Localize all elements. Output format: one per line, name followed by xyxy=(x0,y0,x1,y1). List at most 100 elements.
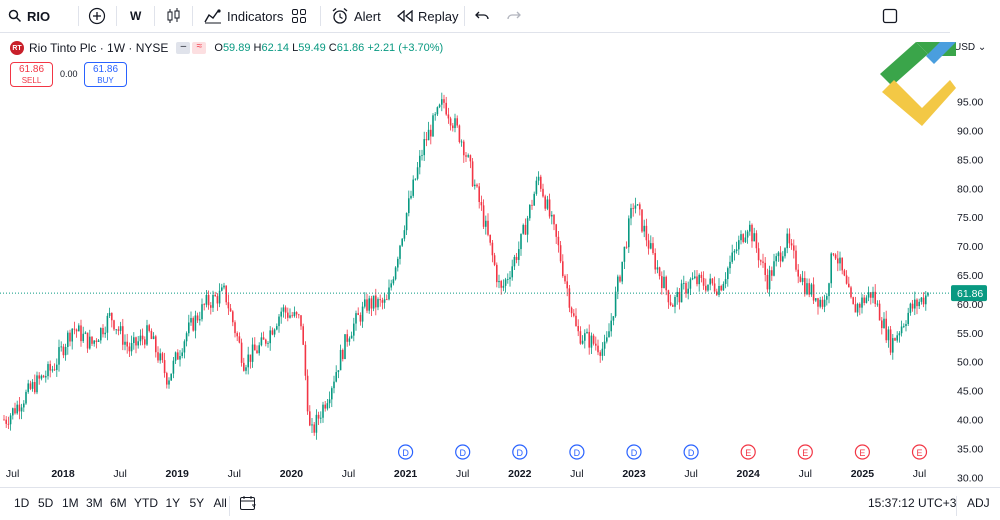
range-all[interactable]: All xyxy=(213,496,227,510)
earnings-marker[interactable]: E xyxy=(797,444,813,460)
candle-body xyxy=(353,323,355,336)
candle-body xyxy=(859,303,861,308)
candle-body xyxy=(740,234,742,241)
dividend-marker[interactable]: D xyxy=(512,444,528,460)
candle-body xyxy=(711,278,714,284)
range-1y[interactable]: 1Y xyxy=(165,496,181,510)
alert-button[interactable]: Alert xyxy=(331,0,381,32)
candle-body xyxy=(652,243,654,254)
candle-body xyxy=(762,261,764,263)
candle-body xyxy=(797,269,799,277)
symbol-search[interactable]: RIO xyxy=(8,0,50,32)
candle-body xyxy=(900,326,903,334)
dividend-marker[interactable]: D xyxy=(455,444,471,460)
candle-body xyxy=(771,270,773,276)
candle-body xyxy=(238,336,241,343)
candle-body xyxy=(498,280,500,283)
range-6m[interactable]: 6M xyxy=(110,496,127,510)
range-3m[interactable]: 3M xyxy=(86,496,103,510)
legend-toggle-compare[interactable]: ≈ xyxy=(192,42,207,54)
candle-body xyxy=(179,356,181,360)
candle-body xyxy=(157,352,159,361)
candle-body xyxy=(82,333,84,342)
change-value: +2.21 (+3.70%) xyxy=(367,42,444,54)
price-tick-label: 60.00 xyxy=(957,299,983,311)
candle-body xyxy=(861,297,863,308)
candle-body xyxy=(562,261,564,276)
sell-button[interactable]: 61.86 SELL xyxy=(10,62,53,87)
redo-button[interactable] xyxy=(506,0,522,32)
interval-button[interactable]: W xyxy=(130,9,142,23)
candle-body xyxy=(47,364,49,377)
sell-label: SELL xyxy=(21,76,42,85)
dividend-marker[interactable]: D xyxy=(398,444,414,460)
price-tick-label: 95.00 xyxy=(957,97,983,109)
candle-body xyxy=(779,252,782,262)
dividend-marker[interactable]: D xyxy=(626,444,642,460)
candle-body xyxy=(476,184,478,187)
undo-button[interactable] xyxy=(474,0,490,32)
price-tick-label: 90.00 xyxy=(957,126,983,138)
chart-type-button[interactable] xyxy=(166,0,182,32)
fullscreen-button[interactable] xyxy=(882,0,898,32)
candle-body xyxy=(537,176,540,181)
range-1d[interactable]: 1D xyxy=(14,496,30,510)
candle-body xyxy=(203,304,205,306)
candle-body xyxy=(478,186,480,203)
candle-body xyxy=(485,220,487,227)
candle-body xyxy=(586,331,588,334)
goto-date-button[interactable] xyxy=(239,495,257,516)
marker-label: D xyxy=(631,448,638,458)
candle-body xyxy=(845,275,848,284)
range-ytd[interactable]: YTD xyxy=(134,496,158,510)
candle-body xyxy=(141,335,144,340)
candle-body xyxy=(892,338,894,353)
candle-body xyxy=(225,285,227,303)
time-tick-label: 2025 xyxy=(851,468,875,480)
marker-circle xyxy=(683,444,699,460)
earnings-marker[interactable]: E xyxy=(911,444,928,460)
candle-body xyxy=(95,340,98,342)
earnings-marker[interactable]: E xyxy=(854,444,871,460)
buy-button[interactable]: 61.86 BUY xyxy=(84,62,127,87)
clock-label[interactable]: 15:37:12 UTC+3 xyxy=(868,496,957,510)
replay-button[interactable]: Replay xyxy=(397,0,458,32)
candle-body xyxy=(691,278,694,280)
candle-body xyxy=(491,242,494,256)
legend-toggle-hide[interactable]: – xyxy=(176,42,191,54)
candle-body xyxy=(698,274,700,285)
time-tick-label: Jul xyxy=(456,468,469,480)
candle-body xyxy=(119,326,122,331)
earnings-marker[interactable]: E xyxy=(740,444,756,460)
candle-body xyxy=(823,299,826,307)
adjust-toggle[interactable]: ADJ xyxy=(967,496,990,510)
candle-body xyxy=(258,345,260,354)
candle-body xyxy=(25,391,27,404)
range-5d[interactable]: 5D xyxy=(38,496,54,510)
range-1m[interactable]: 1M xyxy=(62,496,79,510)
bottom-toolbar: 1D 5D 1M 3M 6M YTD 1Y 5Y All 15:37:12 UTC+3 ADJ xyxy=(0,487,1000,520)
range-5y[interactable]: 5Y xyxy=(189,496,205,510)
candle-body xyxy=(256,350,258,354)
time-tick-label: 2022 xyxy=(508,468,532,480)
candle-body xyxy=(601,348,604,356)
divider xyxy=(154,6,155,26)
indicators-button[interactable]: Indicators xyxy=(204,0,283,32)
candle-body xyxy=(135,337,137,346)
currency-selector[interactable]: USD ⌄ xyxy=(954,42,986,53)
dividend-marker[interactable]: D xyxy=(569,444,585,460)
candle-body xyxy=(766,274,769,290)
candle-body xyxy=(234,322,236,334)
candle-body xyxy=(320,417,322,419)
price-chart[interactable]: 30.00 35.00 40.00 45.00 50.00 55.00 60.00 65.00… xyxy=(0,32,1000,487)
dividend-marker[interactable]: D xyxy=(683,444,699,460)
symbol-title[interactable]: Rio Tinto Plc · 1W · NYSE xyxy=(29,41,169,55)
candle-body xyxy=(735,249,738,251)
candle-body xyxy=(454,118,456,129)
compare-button[interactable] xyxy=(88,0,106,32)
candle-body xyxy=(199,319,201,321)
candle-body xyxy=(42,375,45,378)
candle-body xyxy=(621,261,623,282)
layouts-button[interactable] xyxy=(291,0,307,32)
candle-body xyxy=(705,285,707,291)
